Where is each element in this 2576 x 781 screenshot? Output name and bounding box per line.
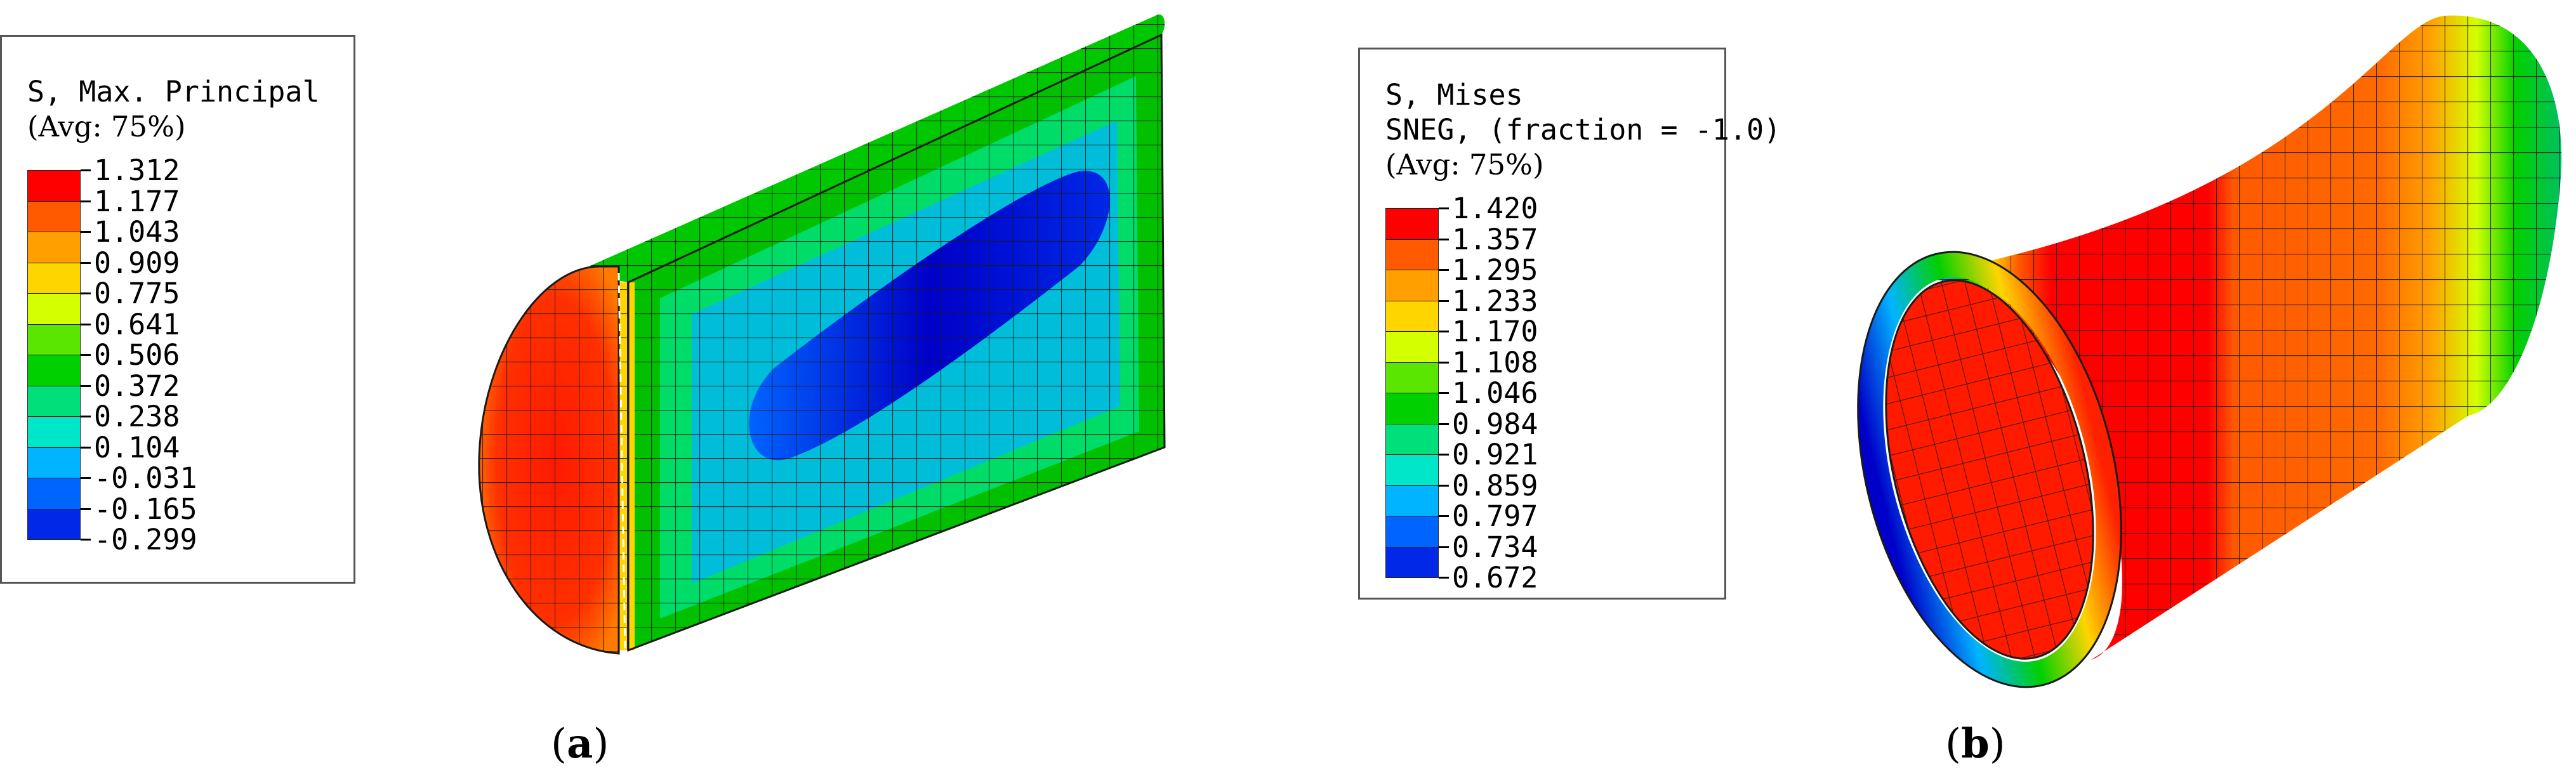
hollow-cylinder-model xyxy=(1857,15,2562,688)
legend-b-tick xyxy=(1439,331,1449,332)
legend-b-value: 1.046 xyxy=(1452,376,1538,410)
legend-b-tick xyxy=(1439,577,1449,579)
legend-b-value: 0.859 xyxy=(1452,468,1538,502)
legend-a-tick xyxy=(81,354,91,356)
legend-a-value: -0.031 xyxy=(94,461,197,495)
legend-a-swatch xyxy=(27,324,81,355)
legend-a-tick xyxy=(81,231,91,233)
caption-a-close: ) xyxy=(593,721,609,768)
legend-b-tick xyxy=(1439,484,1449,487)
legend-a-tick xyxy=(81,323,91,325)
legend-a-tick xyxy=(81,261,91,264)
caption-a: (a) xyxy=(551,720,609,768)
legend-a-value: -0.299 xyxy=(94,523,197,556)
legend-b-value: 0.672 xyxy=(1452,561,1538,594)
caption-b-close: ) xyxy=(1989,721,2005,768)
legend-b-tick xyxy=(1439,207,1449,209)
legend-b-tick xyxy=(1439,238,1449,240)
legend-a-tick xyxy=(81,292,91,294)
legend-b-value: 0.921 xyxy=(1452,438,1538,471)
legend-b-tick xyxy=(1439,515,1449,517)
legend-b-swatch xyxy=(1385,239,1439,270)
legend-b-tick xyxy=(1439,423,1449,425)
legend-a-value: 0.641 xyxy=(94,307,180,341)
legend-a-swatch xyxy=(27,385,81,417)
legend-a-value: 0.506 xyxy=(94,338,180,372)
legend-a-tick xyxy=(81,477,91,479)
legend-b-value: 0.734 xyxy=(1452,530,1538,564)
half-cylinder-model xyxy=(478,14,1166,655)
legend-b-swatch xyxy=(1385,208,1439,240)
legend-b-swatch xyxy=(1385,270,1439,301)
legend-b-tick xyxy=(1439,269,1449,271)
legend-a-tick xyxy=(81,416,91,417)
legend-a-tick xyxy=(81,446,91,449)
legend-a-tick xyxy=(81,539,91,541)
caption-b-open: ( xyxy=(1945,721,1961,768)
legend-a-value: 1.043 xyxy=(94,215,180,249)
legend-a-value: 1.312 xyxy=(94,154,180,187)
legend-a-swatch xyxy=(27,262,81,294)
legend-a-value: 0.238 xyxy=(94,400,180,433)
legend-b-swatch xyxy=(1385,485,1439,516)
legend-a-avg: (Avg: 75%) xyxy=(27,110,186,143)
legend-a-tick xyxy=(81,169,91,171)
legend-b-swatch xyxy=(1385,362,1439,393)
legend-a-swatch xyxy=(27,416,81,448)
legend-a-value: 1.177 xyxy=(94,184,180,218)
legend-a-swatch xyxy=(27,447,81,478)
legend-b-swatch xyxy=(1385,546,1439,578)
legend-b-tick xyxy=(1439,546,1449,548)
legend-b-tick xyxy=(1439,392,1449,394)
legend-a-value: 0.775 xyxy=(94,277,180,310)
legend-b-value: 1.108 xyxy=(1452,345,1538,379)
caption-a-letter: a xyxy=(566,720,593,768)
caption-b: (b) xyxy=(1945,720,2005,768)
legend-a-tick xyxy=(81,508,91,510)
legend-b-value: 1.357 xyxy=(1452,222,1538,256)
legend-b-swatch xyxy=(1385,331,1439,363)
legend-a-value: 0.372 xyxy=(94,369,180,403)
legend-b-swatch xyxy=(1385,393,1439,424)
legend-a-value: 0.104 xyxy=(94,430,180,464)
legend-b-value: 1.233 xyxy=(1452,284,1538,318)
legend-b-value: 1.170 xyxy=(1452,315,1538,348)
caption-b-letter: b xyxy=(1960,720,1990,768)
legend-b-value: 1.420 xyxy=(1452,192,1538,225)
caption-a-open: ( xyxy=(551,721,567,768)
legend-b-value: 0.797 xyxy=(1452,499,1538,533)
legend-b-tick xyxy=(1439,454,1449,456)
legend-b-subtitle: SNEG, (fraction = -1.0) xyxy=(1385,113,1781,147)
legend-b-value: 0.984 xyxy=(1452,407,1538,441)
legend-a: S, Max. Principal (Avg: 75%) 1.312 1.177 1… xyxy=(0,35,355,584)
legend-b: S, Mises SNEG, (fraction = -1.0) (Avg: 7… xyxy=(1358,48,1781,600)
legend-a-value: -0.165 xyxy=(94,492,197,526)
legend-a-tick xyxy=(81,384,91,387)
legend-b-tick xyxy=(1439,361,1449,364)
legend-a-swatch xyxy=(27,170,81,202)
legend-b-tick xyxy=(1439,299,1449,302)
legend-a-tick xyxy=(81,200,91,202)
legend-b-title: S, Mises xyxy=(1385,78,1523,112)
legend-a-title: S, Max. Principal xyxy=(27,75,320,108)
legend-b-value: 1.295 xyxy=(1452,253,1538,287)
legend-a-value: 0.909 xyxy=(94,246,180,280)
legend-b-avg: (Avg: 75%) xyxy=(1385,148,1544,181)
legend-a-swatch xyxy=(27,508,81,540)
